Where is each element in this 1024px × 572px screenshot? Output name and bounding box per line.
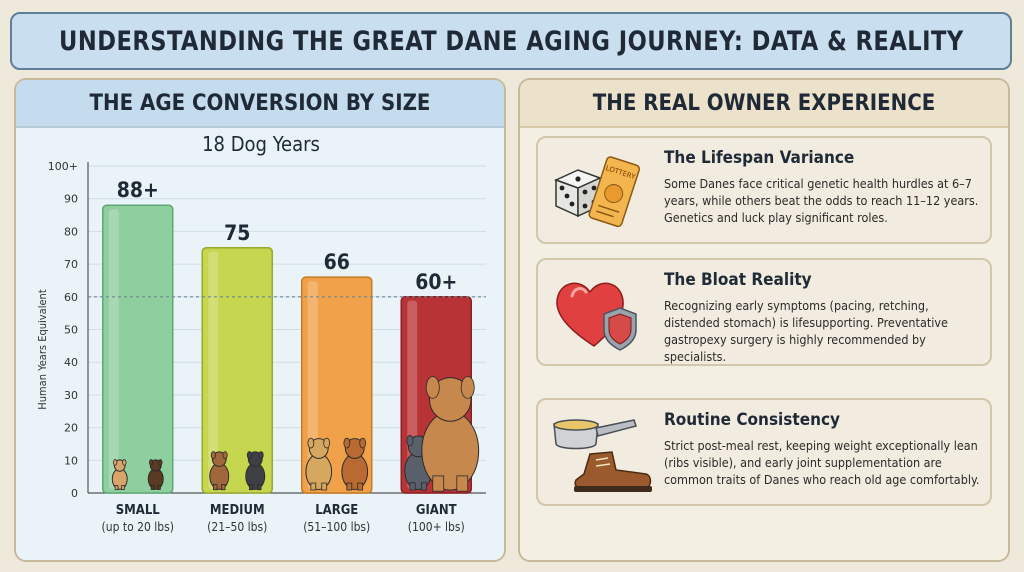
dog-figure <box>111 459 128 490</box>
page-title: UNDERSTANDING THE GREAT DANE AGING JOURN… <box>58 25 964 57</box>
bloat-reality-title: The Bloat Reality <box>664 270 812 290</box>
chart-title: 18 Dog Years <box>202 132 320 156</box>
x-category-label: SMALL <box>116 503 161 518</box>
y-tick-label: 100+ <box>48 160 78 173</box>
bar-value-label: 66 <box>324 250 350 274</box>
title-banner: UNDERSTANDING THE GREAT DANE AGING JOURN… <box>10 12 1012 70</box>
owner-experience-heading: THE REAL OWNER EXPERIENCE <box>520 80 1008 128</box>
y-tick-label: 70 <box>64 258 78 271</box>
heart-shield-icon <box>556 282 637 351</box>
bar-highlight <box>108 209 119 489</box>
y-axis-label: Human Years Equivalent <box>36 289 49 410</box>
dog-figure <box>209 451 230 491</box>
dice-and-lottery-ticket-icon: LOTTERY <box>554 156 641 228</box>
x-category-label: LARGE <box>315 503 358 518</box>
bloat-reality-text: Recognizing early symptoms (pacing, retc… <box>664 298 948 364</box>
x-subcategory-label: (up to 20 lbs) <box>102 520 174 534</box>
routine-consistency-text: Strict post-meal rest, keeping weight ex… <box>664 438 980 487</box>
x-category-label: GIANT <box>416 503 457 518</box>
y-tick-label: 60 <box>64 291 78 304</box>
routine-consistency-title: Routine Consistency <box>664 410 841 430</box>
owner-experience-panel: THE REAL OWNER EXPERIENCE LOTTERY The <box>518 78 1010 562</box>
bar-small <box>102 204 174 494</box>
dog-figure <box>147 459 164 490</box>
y-tick-label: 10 <box>64 454 78 467</box>
dog-figure <box>341 437 369 491</box>
bloat-reality-card: The Bloat Reality Recognizing early symp… <box>536 258 992 366</box>
x-subcategory-label: (51–100 lbs) <box>303 520 370 534</box>
age-conversion-heading: THE AGE CONVERSION BY SIZE <box>16 80 504 128</box>
y-tick-label: 20 <box>64 422 78 435</box>
dog-figure <box>421 376 480 492</box>
y-tick-label: 80 <box>64 225 78 238</box>
bar-value-label: 75 <box>224 221 250 245</box>
lifespan-variance-title: The Lifespan Variance <box>664 148 855 168</box>
bar-value-label: 88+ <box>117 178 159 202</box>
scoop-and-boot-icon <box>553 419 652 492</box>
x-subcategory-label: (100+ lbs) <box>408 520 465 534</box>
age-conversion-chart: 18 Dog Years 0 10 20 30 40 50 60 70 80 90 100+ Human… <box>36 132 486 534</box>
y-tick-label: 40 <box>64 356 78 369</box>
bar-highlight <box>307 281 318 489</box>
bar-value-label: 60+ <box>415 270 457 294</box>
y-tick-label: 30 <box>64 389 78 402</box>
bar-medium <box>201 247 273 494</box>
lifespan-variance-text: Some Danes face critical genetic health … <box>664 176 979 225</box>
age-conversion-panel: THE AGE CONVERSION BY SIZE 18 Dog Years 0… <box>14 78 506 562</box>
dog-figure <box>245 451 266 491</box>
dog-figure <box>305 437 333 491</box>
bar-highlight <box>208 251 219 489</box>
y-tick-label: 50 <box>64 324 78 337</box>
x-subcategory-label: (21–50 lbs) <box>207 520 267 534</box>
lifespan-variance-card: LOTTERY The Lifespan Variance Some Danes… <box>536 136 992 244</box>
y-tick-label: 0 <box>71 487 78 500</box>
routine-consistency-card: Routine Consistency Strict post-meal res… <box>536 398 992 506</box>
x-category-label: MEDIUM <box>210 503 265 518</box>
y-tick-label: 90 <box>64 193 78 206</box>
